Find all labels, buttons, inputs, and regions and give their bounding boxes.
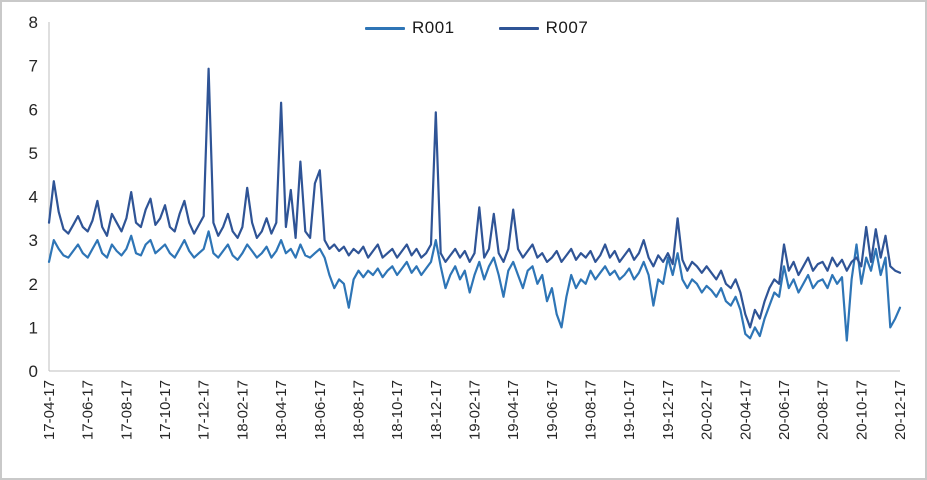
series-line-r001 [47, 230, 902, 342]
legend-line-swatch-r007 [498, 26, 539, 30]
x-axis-tick-label: 20-08-17 [815, 380, 832, 440]
x-axis-tick-label: 19-06-17 [544, 380, 561, 440]
x-axis-tick-label: 17-04-17 [41, 380, 58, 440]
y-axis-tick-label: 3 [29, 231, 38, 250]
y-axis-tick-label: 6 [29, 100, 38, 119]
y-axis-tick-label: 0 [29, 362, 38, 381]
x-axis-tick-label: 19-10-17 [621, 380, 638, 440]
legend-line-swatch-r001 [365, 26, 405, 30]
x-axis-tick-label: 19-02-17 [467, 380, 484, 440]
x-axis-tick-label: 19-12-17 [660, 380, 677, 440]
x-axis-tick-label: 18-10-17 [389, 380, 406, 440]
x-axis-tick-label: 19-04-17 [505, 380, 522, 440]
x-axis-tick-label: 20-04-17 [737, 380, 754, 440]
legend-item-r007: R007 [498, 18, 589, 38]
series-line-r007 [47, 67, 902, 329]
x-axis-tick-label: 20-02-17 [699, 380, 716, 440]
x-axis-tick-label: 18-06-17 [312, 380, 329, 440]
x-axis-tick-label: 17-06-17 [80, 380, 97, 440]
x-axis-tick-label: 18-02-17 [234, 380, 251, 440]
y-axis-tick-label: 1 [29, 318, 38, 337]
y-axis-tick-label: 2 [29, 275, 38, 294]
y-axis-tick-label: 8 [29, 13, 38, 32]
y-axis-tick-label: 4 [29, 188, 38, 207]
legend-item-r001: R001 [365, 18, 455, 38]
x-axis-tick-label: 17-08-17 [118, 380, 135, 440]
x-axis-tick-label: 18-08-17 [350, 380, 367, 440]
chart-legend: R001 R007 [365, 18, 588, 38]
x-axis-tick-label: 18-04-17 [273, 380, 290, 440]
x-axis-tick-label: 19-08-17 [583, 380, 600, 440]
x-axis-tick-label: 17-12-17 [196, 380, 213, 440]
legend-label-r007: R007 [545, 18, 589, 37]
x-axis-tick-label: 18-12-17 [428, 380, 445, 440]
x-axis-tick-label: 20-12-17 [892, 380, 909, 440]
y-axis-tick-label: 5 [29, 144, 38, 163]
y-axis-tick-label: 7 [29, 57, 38, 76]
x-axis-tick-label: 20-10-17 [853, 380, 870, 440]
legend-label-r001: R001 [412, 18, 455, 37]
x-axis-tick-label: 17-10-17 [157, 380, 174, 440]
x-axis-tick-label: 20-06-17 [776, 380, 793, 440]
